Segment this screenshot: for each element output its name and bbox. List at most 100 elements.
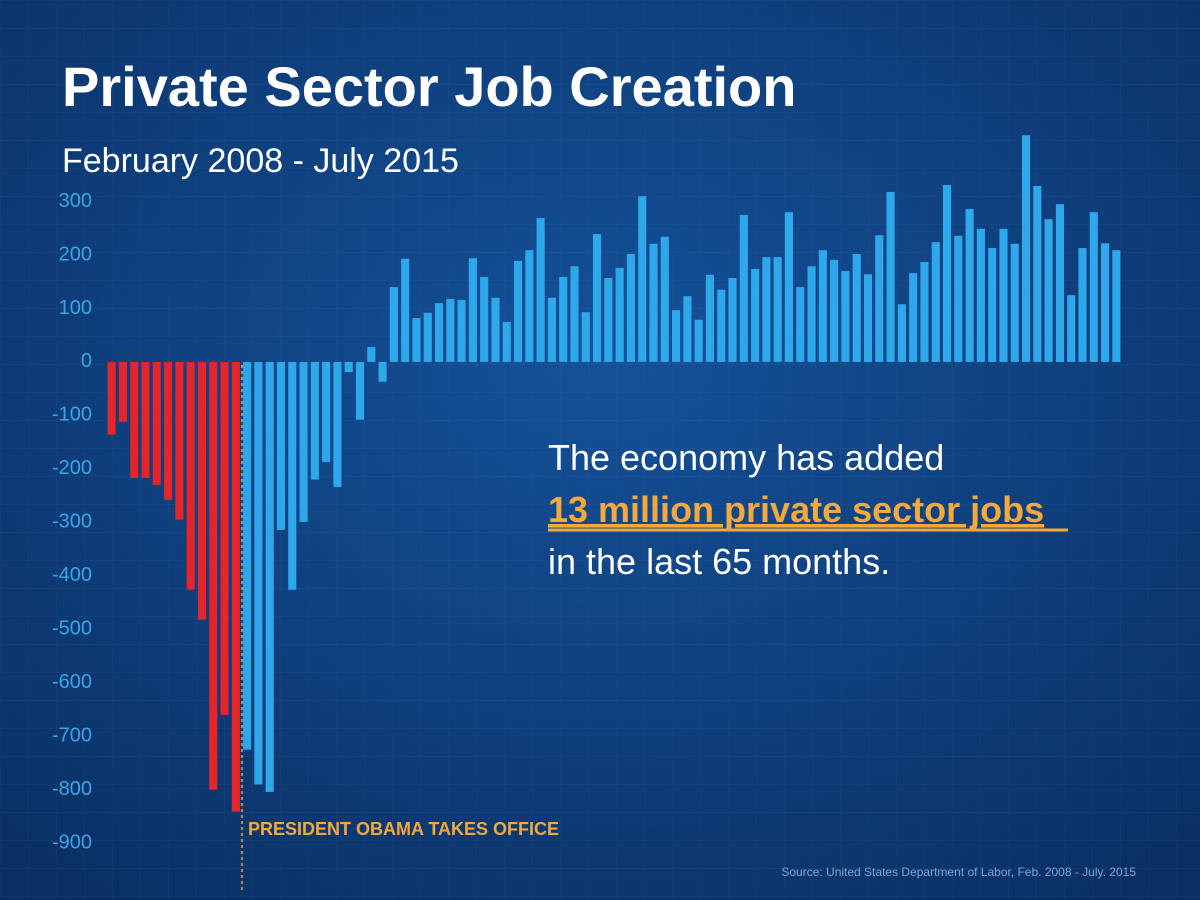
bar bbox=[1067, 295, 1076, 362]
bar bbox=[164, 361, 173, 500]
bar bbox=[288, 361, 297, 590]
bar bbox=[728, 277, 737, 362]
chart-subtitle: February 2008 - July 2015 bbox=[62, 142, 459, 180]
bar bbox=[197, 361, 207, 620]
bar bbox=[265, 361, 274, 792]
bar bbox=[683, 296, 692, 362]
bar bbox=[152, 361, 161, 485]
bar bbox=[672, 310, 681, 362]
bar bbox=[276, 361, 286, 530]
bar bbox=[254, 361, 263, 785]
callout-line: The economy has added bbox=[548, 437, 944, 478]
bar bbox=[423, 312, 432, 362]
y-tick-label: -900 bbox=[52, 832, 92, 854]
bar bbox=[491, 297, 500, 362]
bar bbox=[141, 361, 150, 479]
bar bbox=[355, 361, 365, 420]
bar bbox=[231, 361, 240, 812]
bar bbox=[220, 361, 229, 715]
bar bbox=[1021, 135, 1031, 362]
y-tick-label: -400 bbox=[52, 564, 92, 586]
y-tick-label: 0 bbox=[81, 350, 92, 372]
y-tick-label: -800 bbox=[52, 778, 92, 800]
y-tick-label: -700 bbox=[52, 725, 92, 747]
bar bbox=[1044, 219, 1053, 362]
bar bbox=[1089, 212, 1098, 362]
bar bbox=[886, 191, 895, 362]
y-tick-label: -300 bbox=[52, 511, 92, 533]
bar bbox=[209, 361, 218, 790]
bar bbox=[344, 361, 353, 373]
bar bbox=[570, 266, 579, 362]
bar bbox=[1010, 243, 1019, 362]
bar bbox=[457, 299, 466, 362]
bar bbox=[694, 319, 703, 362]
bar bbox=[604, 277, 613, 362]
bar bbox=[446, 298, 455, 362]
bar bbox=[378, 361, 387, 382]
bar bbox=[818, 250, 827, 362]
bar bbox=[502, 321, 511, 362]
bar bbox=[773, 257, 782, 362]
bar bbox=[1078, 248, 1087, 362]
bar bbox=[863, 274, 873, 362]
bar bbox=[367, 346, 376, 362]
bar bbox=[581, 312, 590, 362]
y-tick-label: 100 bbox=[59, 297, 92, 319]
bar bbox=[525, 250, 534, 362]
bar bbox=[412, 318, 421, 362]
bar bbox=[988, 248, 997, 362]
bar bbox=[513, 260, 523, 362]
bar bbox=[931, 242, 940, 362]
bar bbox=[615, 267, 624, 362]
bar bbox=[841, 271, 850, 362]
bar bbox=[1112, 250, 1121, 362]
bar bbox=[480, 276, 489, 362]
bar bbox=[954, 235, 963, 362]
callout-highlight: 13 million private sector jobs bbox=[548, 489, 1044, 530]
bar bbox=[186, 361, 195, 590]
y-tick-label: 200 bbox=[59, 243, 92, 265]
bar bbox=[909, 273, 918, 362]
bar bbox=[1033, 186, 1042, 362]
bar bbox=[559, 276, 568, 362]
bar bbox=[322, 361, 331, 462]
y-tick-label: -600 bbox=[52, 671, 92, 693]
y-tick-label: -100 bbox=[52, 404, 92, 426]
bar bbox=[333, 361, 342, 488]
bar bbox=[547, 297, 556, 362]
bar bbox=[762, 257, 771, 362]
source-note: Source: United States Department of Labo… bbox=[781, 865, 1136, 879]
bar bbox=[434, 303, 444, 362]
bar bbox=[920, 261, 929, 362]
y-tick-label: 300 bbox=[59, 190, 92, 212]
bar bbox=[299, 361, 308, 522]
bar bbox=[976, 228, 985, 362]
bar bbox=[468, 258, 477, 362]
callout-line: in the last 65 months. bbox=[548, 541, 890, 582]
bar bbox=[717, 289, 726, 362]
bar bbox=[649, 243, 658, 362]
chart-title: Private Sector Job Creation bbox=[62, 55, 796, 118]
bar bbox=[965, 209, 974, 362]
bar bbox=[999, 228, 1008, 362]
bar bbox=[897, 304, 906, 362]
bar bbox=[130, 361, 139, 479]
bar bbox=[401, 258, 410, 362]
bar bbox=[1101, 243, 1110, 362]
bar bbox=[739, 214, 748, 362]
bar bbox=[1055, 204, 1064, 362]
y-tick-label: -200 bbox=[52, 457, 92, 479]
bar bbox=[118, 361, 127, 422]
bar bbox=[705, 274, 715, 362]
bar bbox=[807, 266, 816, 362]
bar bbox=[751, 268, 760, 362]
bar bbox=[942, 184, 952, 362]
bar bbox=[784, 212, 794, 362]
bar bbox=[796, 287, 805, 362]
bar bbox=[243, 361, 252, 750]
bar bbox=[107, 361, 116, 435]
bar bbox=[536, 218, 545, 362]
bar bbox=[593, 234, 602, 362]
